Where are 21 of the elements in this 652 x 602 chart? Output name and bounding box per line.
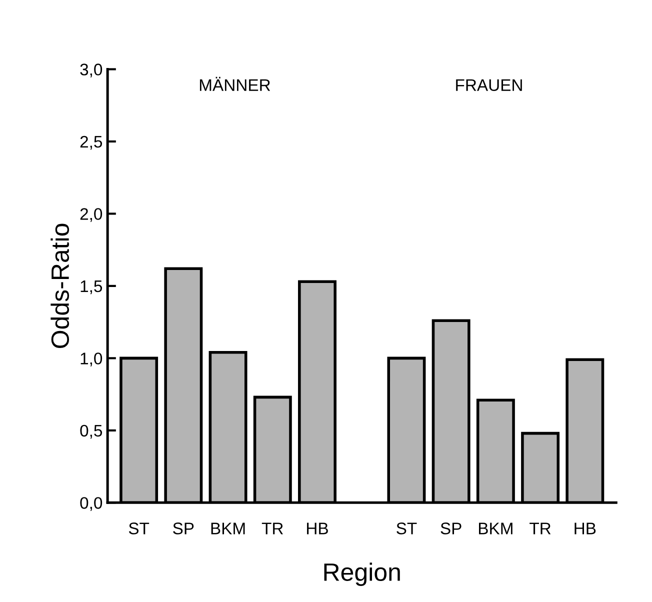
y-axis-title: Odds-Ratio [50,224,70,348]
x-tick-label: HB [574,522,596,534]
annotation: FRAUEN [456,79,522,92]
x-tick-label: SP [173,522,194,534]
x-tick-label: TR [530,522,551,534]
y-tick-label: 1,0 [80,352,102,366]
x-tick-label: ST [128,522,150,534]
x-tick-label: HB [307,522,328,534]
y-tick-label: 1,5 [80,280,102,294]
x-tick-label: TR [262,522,283,534]
y-tick-label: 0,0 [80,497,102,511]
y-tick-label: 0,5 [80,424,102,439]
y-tick-label: 2,5 [80,136,102,150]
x-axis-title: Region [324,562,400,586]
annotation: MÄNNER [200,76,270,91]
x-tick-label: ST [396,522,417,534]
x-tick-label: BKM [211,522,245,534]
x-tick-label: BKM [479,522,512,534]
y-tick-label: 2,0 [80,208,102,222]
x-tick-label: SP [440,522,462,534]
y-tick-label: 3,0 [80,64,102,78]
